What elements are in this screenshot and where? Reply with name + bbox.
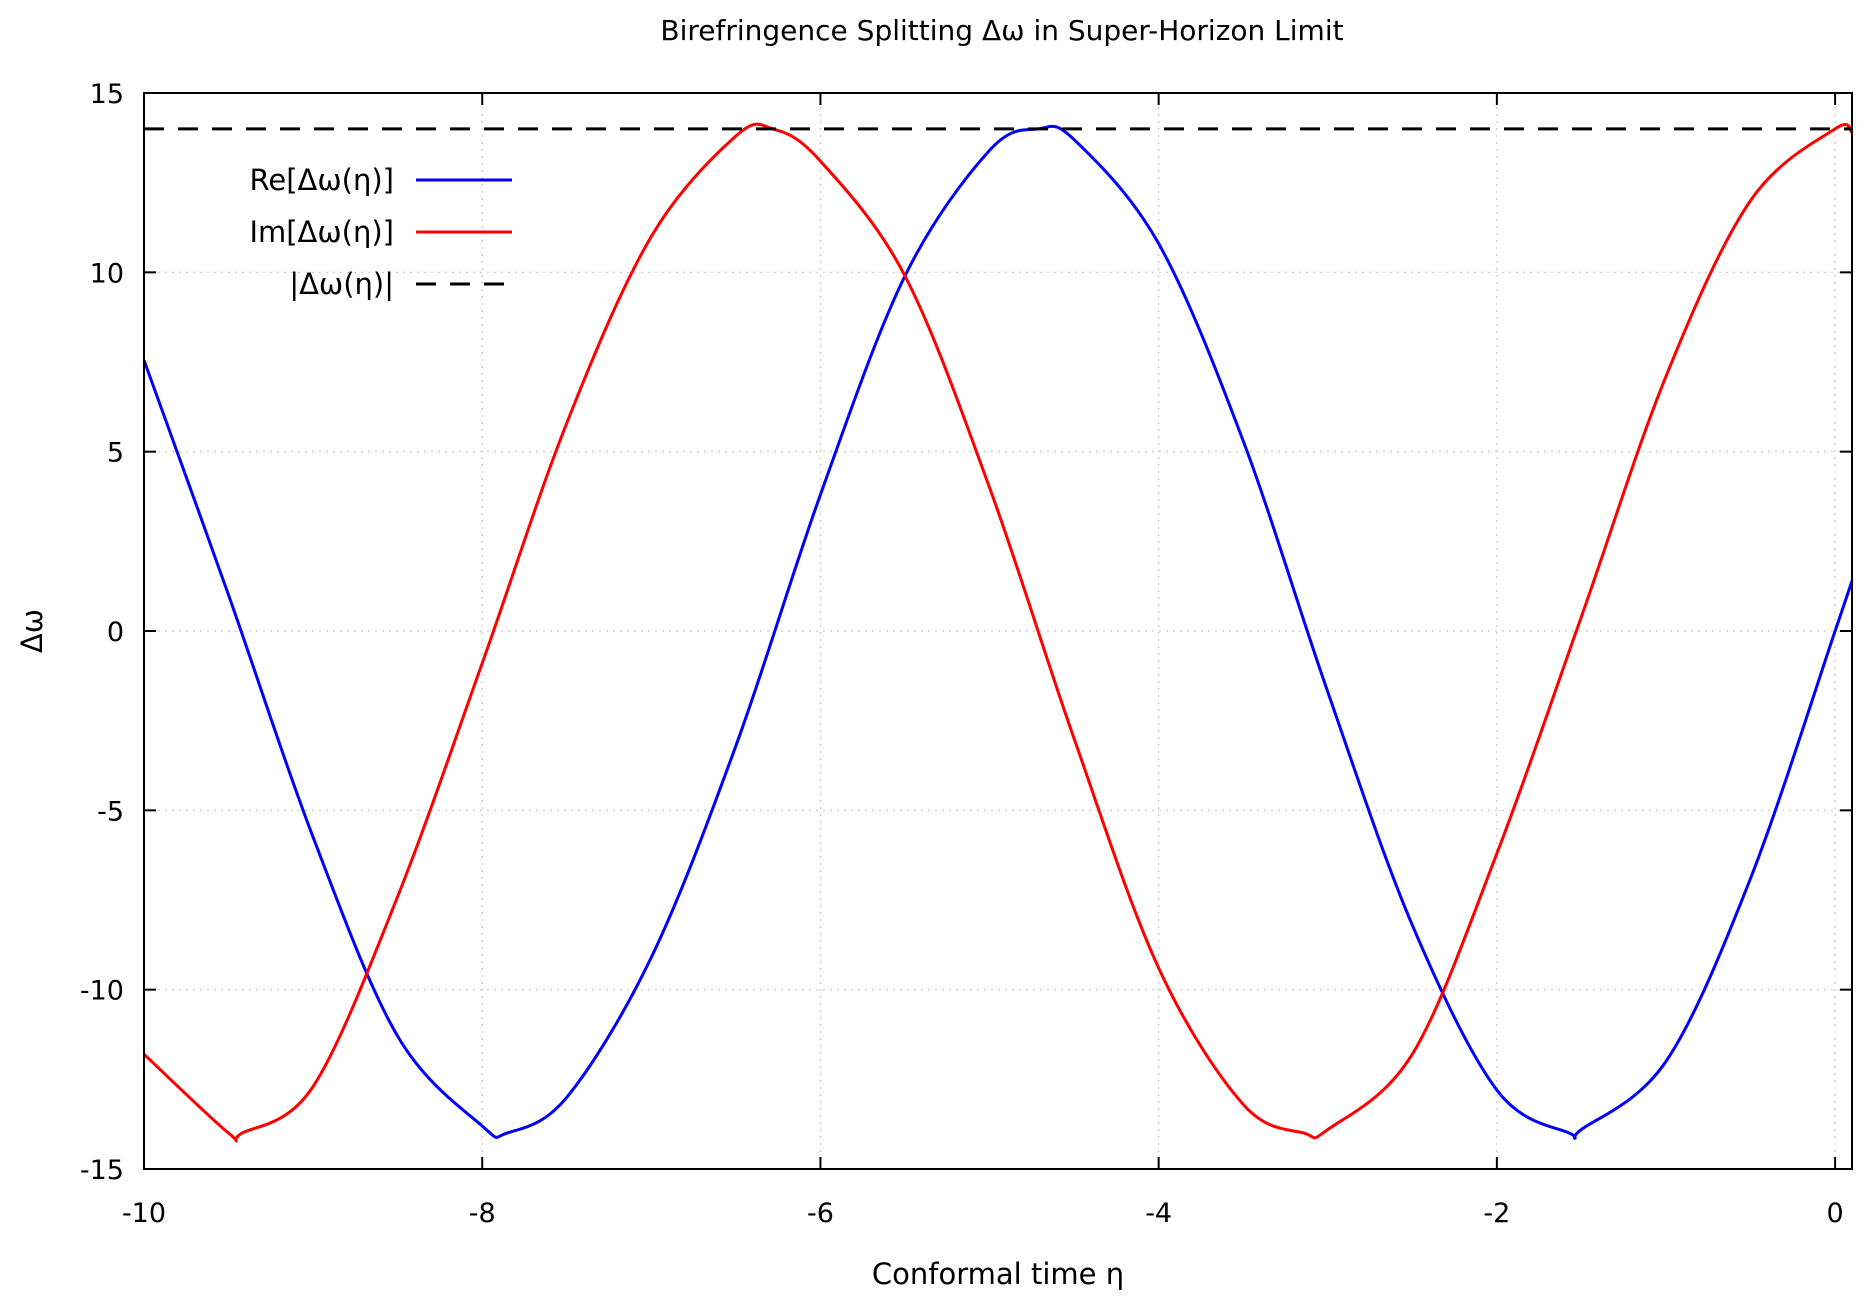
tick-labels: -10 -8 -6 -4 -2 0 -15 -10 -5 0 5 10 15 [80,79,1844,1229]
chart-title: Birefringence Splitting Δω in Super-Hori… [660,14,1343,47]
legend-label: Im[Δω(η)] [249,215,394,249]
legend-label: |Δω(η)| [289,267,394,301]
plot-frame [143,92,1853,1170]
x-tick-label: -6 [807,1198,834,1229]
y-tick-label: 15 [90,79,124,110]
y-tick-label: 10 [90,258,124,289]
series-line-1 [142,124,1854,1140]
y-tick-label: 5 [107,438,124,469]
y-tick-label: -5 [97,796,124,827]
y-tick-label: -10 [80,976,124,1007]
legend: Re[Δω(η)] Im[Δω(η)] |Δω(η)| [249,163,512,301]
legend-label: Re[Δω(η)] [250,163,394,197]
x-tick-label: -10 [122,1198,166,1229]
y-tick-label: -15 [80,1155,124,1186]
x-tick-label: -8 [469,1198,496,1229]
series-line-2 [142,122,1854,1143]
grid [144,93,1852,1169]
series-group [142,122,1854,1143]
y-tick-label: 0 [107,617,124,648]
x-tick-label: -2 [1483,1198,1510,1229]
x-axis-label: Conformal time η [872,1257,1124,1291]
x-tick-label: -4 [1145,1198,1172,1229]
y-axis-label: Δω [15,609,49,653]
x-tick-label: 0 [1826,1198,1843,1229]
